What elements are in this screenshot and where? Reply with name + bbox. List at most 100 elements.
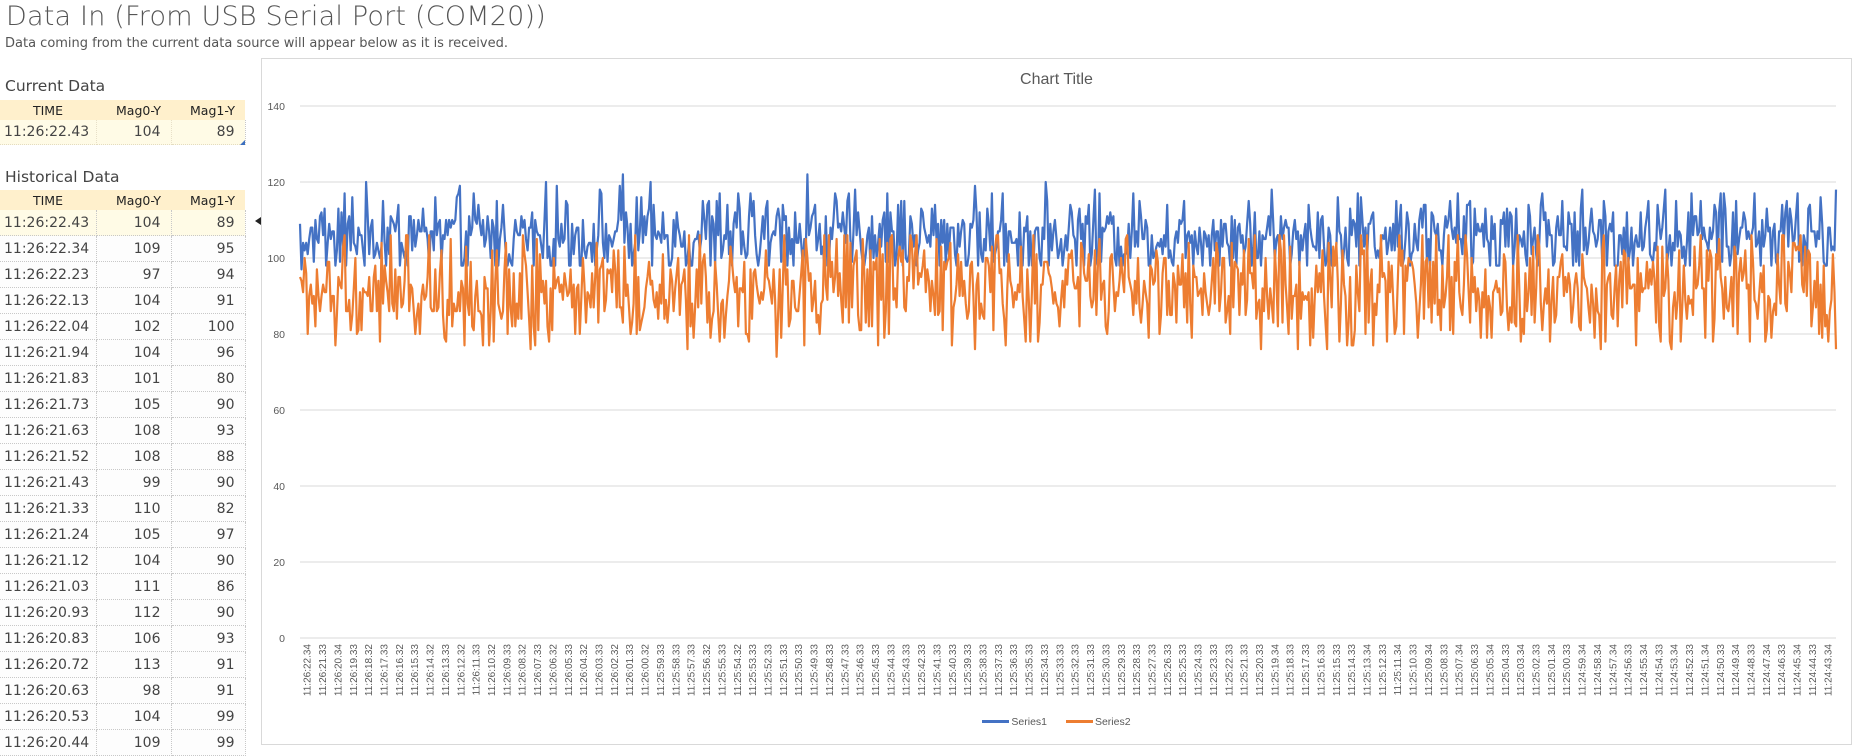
cell-mag0[interactable]: 106 bbox=[96, 625, 172, 652]
table-row[interactable]: 11:26:21.24 105 97 bbox=[0, 521, 246, 548]
cell-mag0[interactable]: 105 bbox=[96, 391, 172, 418]
cell-mag1[interactable]: 90 bbox=[171, 391, 246, 418]
col-header-time[interactable]: TIME bbox=[0, 100, 96, 120]
cell-mag0[interactable]: 110 bbox=[96, 495, 172, 522]
cell-time[interactable]: 11:26:22.43 bbox=[0, 210, 97, 236]
cell-time[interactable]: 11:26:20.63 bbox=[0, 677, 97, 704]
col-header-mag1[interactable]: Mag1-Y bbox=[171, 100, 245, 120]
cell-mag0[interactable]: 98 bbox=[96, 677, 172, 704]
cell-mag1[interactable]: 94 bbox=[171, 261, 246, 288]
cell-mag1[interactable]: 89 bbox=[171, 210, 246, 236]
cell-mag0[interactable]: 104 bbox=[96, 703, 172, 730]
cell-time[interactable]: 11:26:21.24 bbox=[0, 521, 97, 548]
table-row[interactable]: 11:26:21.94 104 96 bbox=[0, 339, 246, 366]
cell-mag1[interactable]: 90 bbox=[171, 547, 246, 574]
table-row[interactable]: 11:26:21.12 104 90 bbox=[0, 547, 246, 574]
cell-mag0[interactable]: 108 bbox=[96, 443, 172, 470]
col-header-mag1[interactable]: Mag1-Y bbox=[171, 190, 245, 210]
cell-time[interactable]: 11:26:21.83 bbox=[0, 365, 97, 392]
cell-time[interactable]: 11:26:20.72 bbox=[0, 651, 97, 678]
cell-mag0[interactable]: 105 bbox=[96, 521, 172, 548]
cell-mag1[interactable]: 99 bbox=[171, 729, 246, 756]
cell-time[interactable]: 11:26:21.33 bbox=[0, 495, 97, 522]
table-row[interactable]: 11:26:20.93 112 90 bbox=[0, 599, 246, 626]
cell-mag0[interactable]: 104 bbox=[96, 120, 172, 145]
cell-time[interactable]: 11:26:20.93 bbox=[0, 599, 97, 626]
current-data-row[interactable]: 11:26:22.43 104 89 bbox=[0, 120, 246, 145]
table-row[interactable]: 11:26:20.72 113 91 bbox=[0, 651, 246, 678]
cell-mag1[interactable]: 80 bbox=[171, 365, 246, 392]
cell-mag1[interactable]: 90 bbox=[171, 469, 246, 496]
table-row[interactable]: 11:26:20.83 106 93 bbox=[0, 625, 246, 652]
cell-time[interactable]: 11:26:21.73 bbox=[0, 391, 97, 418]
cell-mag0[interactable]: 102 bbox=[96, 313, 172, 340]
cell-mag1[interactable]: 95 bbox=[171, 235, 246, 262]
chart-title[interactable]: Chart Title bbox=[1020, 71, 1093, 88]
cell-time[interactable]: 11:26:22.34 bbox=[0, 235, 97, 262]
cell-mag1[interactable]: 91 bbox=[171, 287, 246, 314]
cell-mag0[interactable]: 112 bbox=[96, 599, 172, 626]
cell-mag1[interactable]: 100 bbox=[171, 313, 246, 340]
col-header-time[interactable]: TIME bbox=[0, 190, 96, 210]
cell-time[interactable]: 11:26:21.63 bbox=[0, 417, 97, 444]
table-row[interactable]: 11:26:21.43 99 90 bbox=[0, 469, 246, 496]
chart[interactable]: Chart Title 0 20 40 60 80 100 120 140 11:26:22.3… bbox=[261, 58, 1852, 745]
table-row[interactable]: 11:26:21.73 105 90 bbox=[0, 391, 246, 418]
cell-time[interactable]: 11:26:20.53 bbox=[0, 703, 97, 730]
col-header-mag0[interactable]: Mag0-Y bbox=[96, 190, 171, 210]
cell-mag0[interactable]: 109 bbox=[96, 235, 172, 262]
cell-time[interactable]: 11:26:22.04 bbox=[0, 313, 97, 340]
table-row[interactable]: 11:26:20.63 98 91 bbox=[0, 677, 246, 704]
cell-time[interactable]: 11:26:20.44 bbox=[0, 729, 97, 756]
cell-mag0[interactable]: 113 bbox=[96, 651, 172, 678]
cell-mag0[interactable]: 104 bbox=[96, 287, 172, 314]
cell-mag0[interactable]: 109 bbox=[96, 729, 172, 756]
table-row[interactable]: 11:26:21.63 108 93 bbox=[0, 417, 246, 444]
table-row[interactable]: 11:26:22.13 104 91 bbox=[0, 287, 246, 314]
cell-mag1[interactable]: 90 bbox=[171, 599, 246, 626]
series-line-series1[interactable] bbox=[298, 173, 1838, 271]
cell-mag1[interactable]: 86 bbox=[171, 573, 246, 600]
table-resize-handle[interactable] bbox=[240, 140, 245, 145]
table-row[interactable]: 11:26:22.34 109 95 bbox=[0, 235, 246, 262]
cell-time[interactable]: 11:26:21.52 bbox=[0, 443, 97, 470]
table-row[interactable]: 11:26:22.04 102 100 bbox=[0, 313, 246, 340]
cell-mag1[interactable]: 99 bbox=[171, 703, 246, 730]
cell-mag0[interactable]: 104 bbox=[96, 339, 172, 366]
cell-mag0[interactable]: 101 bbox=[96, 365, 172, 392]
cell-time[interactable]: 11:26:20.83 bbox=[0, 625, 97, 652]
cell-mag0[interactable]: 104 bbox=[96, 547, 172, 574]
table-row[interactable]: 11:26:20.53 104 99 bbox=[0, 703, 246, 730]
table-row[interactable]: 11:26:21.52 108 88 bbox=[0, 443, 246, 470]
table-row[interactable]: 11:26:22.23 97 94 bbox=[0, 261, 246, 288]
cell-mag1[interactable]: 97 bbox=[171, 521, 246, 548]
cell-time[interactable]: 11:26:21.94 bbox=[0, 339, 97, 366]
series-line-series2[interactable] bbox=[298, 234, 1838, 358]
cell-mag1[interactable]: 91 bbox=[171, 677, 246, 704]
cell-time[interactable]: 11:26:21.03 bbox=[0, 573, 97, 600]
table-row[interactable]: 11:26:21.83 101 80 bbox=[0, 365, 246, 392]
cell-time[interactable]: 11:26:21.43 bbox=[0, 469, 97, 496]
cell-time[interactable]: 11:26:22.23 bbox=[0, 261, 97, 288]
cell-mag1[interactable]: 93 bbox=[171, 625, 246, 652]
cell-mag1[interactable]: 96 bbox=[171, 339, 246, 366]
col-header-mag0[interactable]: Mag0-Y bbox=[96, 100, 171, 120]
cell-time[interactable]: 11:26:22.13 bbox=[0, 287, 97, 314]
cell-mag1[interactable]: 82 bbox=[171, 495, 246, 522]
cell-mag1[interactable]: 93 bbox=[171, 417, 246, 444]
cell-mag1[interactable]: 91 bbox=[171, 651, 246, 678]
legend-item-series2[interactable]: Series2 bbox=[1065, 716, 1131, 728]
cell-mag1[interactable]: 89 bbox=[171, 120, 246, 145]
cell-mag0[interactable]: 111 bbox=[96, 573, 172, 600]
table-row[interactable]: 11:26:21.03 111 86 bbox=[0, 573, 246, 600]
cell-mag0[interactable]: 97 bbox=[96, 261, 172, 288]
cell-mag1[interactable]: 88 bbox=[171, 443, 246, 470]
table-row[interactable]: 11:26:20.44 109 99 bbox=[0, 729, 246, 756]
chart-legend[interactable]: Series1 Series2 bbox=[262, 714, 1851, 728]
cell-time[interactable]: 11:26:22.43 bbox=[0, 120, 97, 145]
table-row[interactable]: 11:26:22.43 104 89 bbox=[0, 210, 246, 236]
table-row[interactable]: 11:26:21.33 110 82 bbox=[0, 495, 246, 522]
cell-mag0[interactable]: 104 bbox=[96, 210, 172, 236]
cell-mag0[interactable]: 99 bbox=[96, 469, 172, 496]
cell-time[interactable]: 11:26:21.12 bbox=[0, 547, 97, 574]
